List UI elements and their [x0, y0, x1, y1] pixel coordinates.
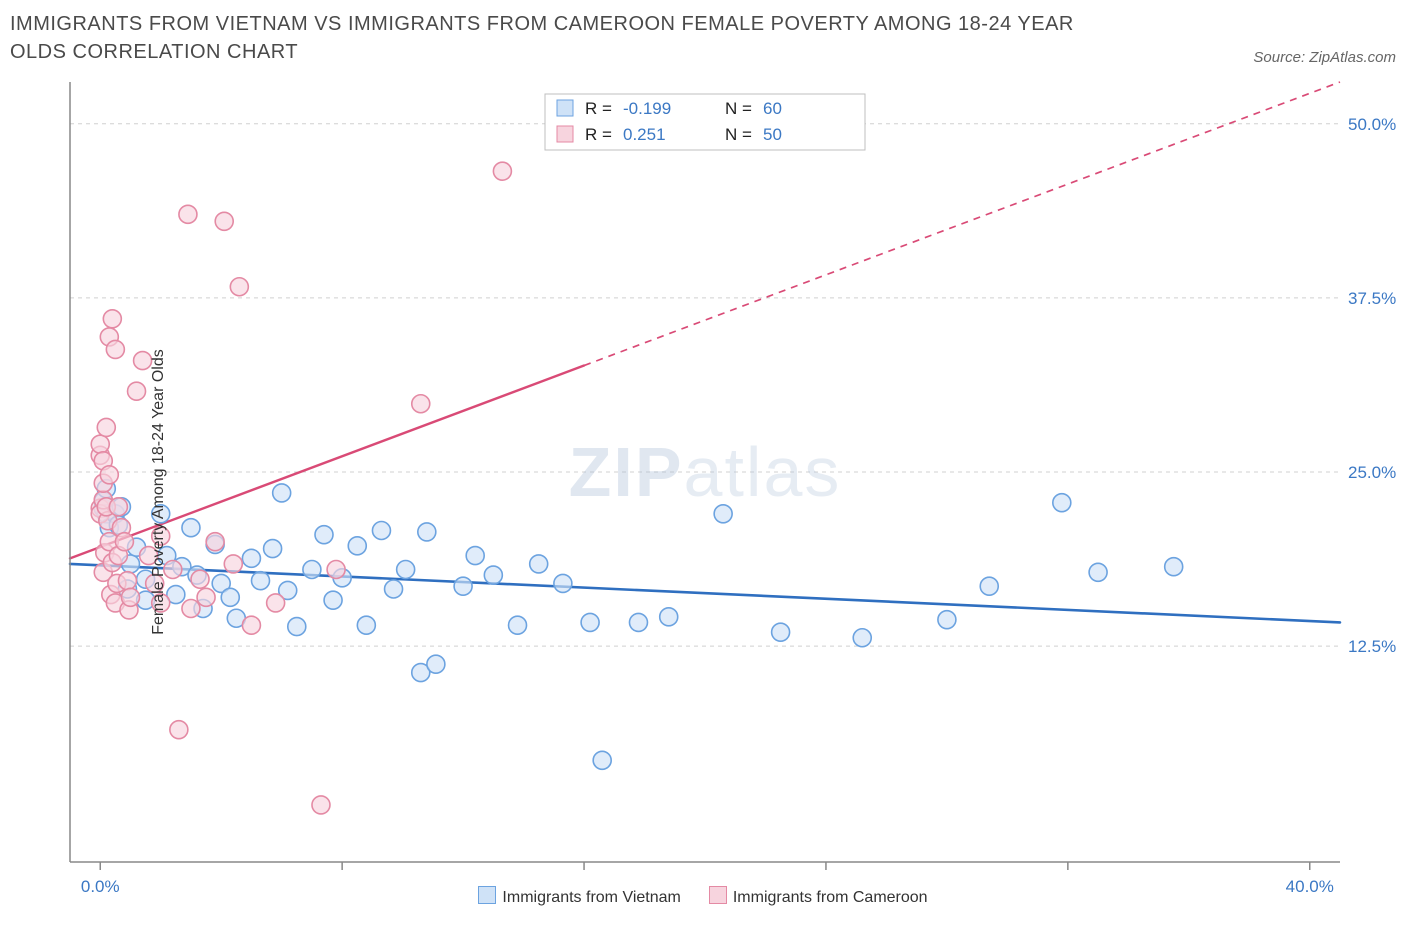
- chart-container: Female Poverty Among 18-24 Year Olds ZIP…: [10, 72, 1396, 912]
- source-credit: Source: ZipAtlas.com: [1253, 49, 1396, 66]
- svg-text:0.0%: 0.0%: [81, 877, 120, 896]
- chart-title: IMMIGRANTS FROM VIETNAM VS IMMIGRANTS FR…: [10, 10, 1130, 66]
- svg-text:60: 60: [763, 99, 782, 118]
- svg-text:25.0%: 25.0%: [1348, 463, 1396, 482]
- svg-text:N =: N =: [725, 99, 752, 118]
- svg-text:ZIPatlas: ZIPatlas: [569, 433, 842, 511]
- svg-text:R =: R =: [585, 125, 612, 144]
- svg-text:50: 50: [763, 125, 782, 144]
- svg-text:N =: N =: [725, 125, 752, 144]
- svg-text:R =: R =: [585, 99, 612, 118]
- svg-text:12.5%: 12.5%: [1348, 637, 1396, 656]
- svg-text:40.0%: 40.0%: [1286, 877, 1334, 896]
- y-axis-label: Female Poverty Among 18-24 Year Olds: [150, 349, 168, 635]
- svg-text:0.251: 0.251: [623, 125, 666, 144]
- svg-text:50.0%: 50.0%: [1348, 115, 1396, 134]
- scatter-chart: ZIPatlas 0.0% 40.0% 12.5% 25.0% 37.5% 50.0% R =…: [10, 72, 1396, 912]
- svg-text:37.5%: 37.5%: [1348, 289, 1396, 308]
- source-prefix: Source:: [1253, 49, 1309, 66]
- source-name: ZipAtlas.com: [1309, 49, 1396, 66]
- svg-text:-0.199: -0.199: [623, 99, 671, 118]
